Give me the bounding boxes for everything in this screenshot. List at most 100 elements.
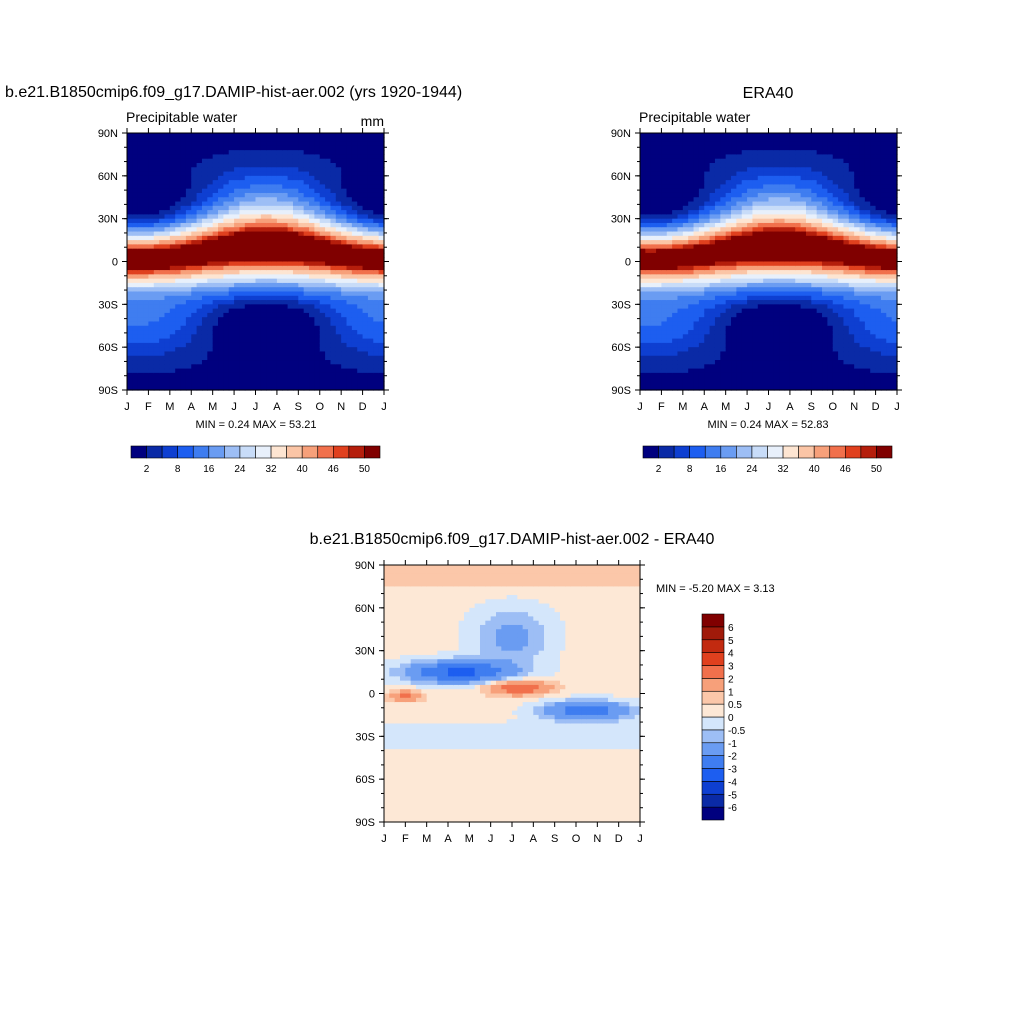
heatmap-cell [784, 158, 791, 164]
heatmap-cell [351, 342, 358, 348]
heatmap-cell [693, 368, 700, 374]
heatmap-cell [811, 257, 818, 263]
heatmap-cell [175, 308, 182, 314]
heatmap-cell [800, 257, 807, 263]
heatmap-cell [656, 184, 663, 190]
heatmap-cell [789, 158, 796, 164]
heatmap-cell [789, 338, 796, 344]
heatmap-cell [169, 210, 176, 215]
heatmap-cell [736, 317, 743, 323]
heatmap-cell [688, 180, 695, 185]
heatmap-cell [805, 137, 812, 143]
heatmap-cell [672, 347, 679, 353]
heatmap-cell [650, 304, 657, 310]
heatmap-cell [795, 351, 802, 357]
heatmap-cell [747, 295, 754, 301]
heatmap-cell [185, 137, 192, 143]
heatmap-cell [309, 368, 315, 374]
heatmap-cell [800, 270, 807, 275]
heatmap-cell [773, 227, 780, 233]
heatmap-cell [164, 265, 171, 271]
heatmap-cell [271, 381, 278, 387]
heatmap-cell [137, 154, 144, 160]
heatmap-cell [362, 291, 369, 297]
heatmap-cell [688, 360, 695, 365]
heatmap-cell [153, 325, 160, 331]
heatmap-cell [645, 372, 652, 378]
heatmap-cell [127, 158, 133, 164]
heatmap-cell [282, 321, 289, 327]
heatmap-cell [287, 192, 294, 198]
heatmap-cell [298, 240, 305, 245]
heatmap-cell [682, 308, 689, 314]
heatmap-cell [346, 184, 353, 190]
heatmap-cell [276, 171, 283, 177]
heatmap-cell [185, 338, 192, 344]
heatmap-cell [143, 235, 150, 241]
heatmap-cell [335, 360, 342, 365]
heatmap-cell [784, 321, 791, 327]
heatmap-cell [341, 291, 348, 297]
heatmap-cell [196, 351, 203, 357]
heatmap-cell [314, 308, 321, 314]
heatmap-cell [714, 377, 721, 383]
heatmap-cell [228, 368, 235, 374]
heatmap-cell [720, 175, 727, 181]
heatmap-cell [688, 214, 695, 220]
heatmap-cell [325, 330, 332, 335]
heatmap-cell [244, 270, 251, 275]
heatmap-cell [768, 282, 775, 288]
heatmap-cell [731, 351, 737, 357]
heatmap-cell [698, 171, 705, 177]
heatmap-cell [682, 192, 689, 198]
heatmap-cell [127, 201, 133, 207]
heatmap-cell [656, 278, 663, 284]
heatmap-cell [185, 368, 192, 374]
heatmap-cell [201, 162, 208, 168]
heatmap-cell [239, 231, 246, 237]
colorbar-label: 40 [297, 464, 309, 475]
heatmap-cell [650, 270, 657, 275]
heatmap-cell [341, 312, 348, 318]
heatmap-cell [276, 317, 283, 323]
heatmap-cell [378, 184, 385, 190]
heatmap-cell [266, 385, 273, 391]
heatmap-cell [260, 150, 267, 156]
heatmap-cell [731, 304, 737, 310]
heatmap-cell [784, 360, 791, 365]
heatmap-cell [164, 248, 171, 254]
heatmap-cell [677, 261, 684, 267]
heatmap-cell [159, 240, 166, 245]
heatmap-cell [143, 274, 150, 280]
heatmap-cell [693, 381, 700, 387]
heatmap-cell [191, 240, 198, 245]
heatmap-cell [153, 304, 160, 310]
heatmap-cell [805, 227, 812, 233]
heatmap-cell [137, 210, 144, 215]
heatmap-cell [325, 231, 332, 237]
heatmap-cell [180, 274, 187, 280]
heatmap-cell [250, 133, 257, 138]
heatmap-cell [292, 240, 299, 245]
heatmap-cell [672, 192, 679, 198]
heatmap-cell [645, 154, 652, 160]
heatmap-cell [303, 347, 310, 353]
heatmap-cell [720, 274, 727, 280]
heatmap-cell [682, 270, 689, 275]
heatmap-cell [367, 188, 374, 194]
heatmap-cell [763, 210, 770, 215]
heatmap-cell [287, 377, 294, 383]
heatmap-cell [672, 244, 679, 250]
heatmap-cell [250, 342, 257, 348]
heatmap-cell [180, 197, 187, 203]
heatmap-cell [779, 210, 786, 215]
heatmap-cell [282, 222, 289, 228]
heatmap-cell [266, 372, 273, 378]
heatmap-cell [672, 355, 679, 361]
heatmap-cell [800, 377, 807, 383]
heatmap-cell [752, 308, 759, 314]
heatmap-cell [779, 158, 786, 164]
heatmap-cell [693, 180, 700, 185]
heatmap-cell [661, 317, 668, 323]
heatmap-cell [314, 231, 321, 237]
